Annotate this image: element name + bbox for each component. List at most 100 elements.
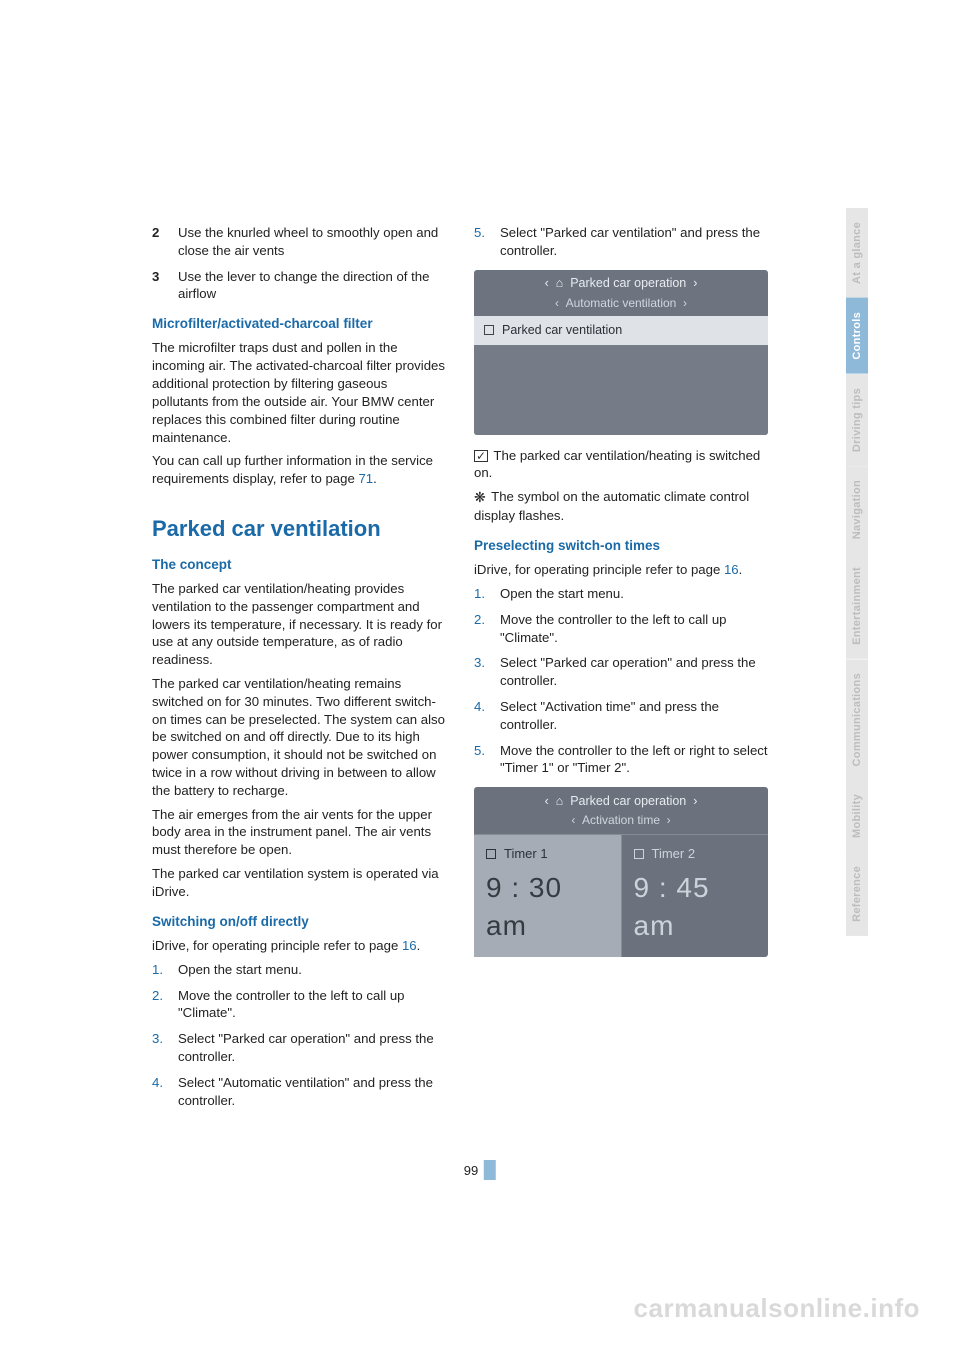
paragraph: The microfilter traps dust and pollen in… <box>152 339 446 446</box>
section-tab[interactable]: At a glance <box>846 208 868 298</box>
item-text: Move the controller to the left to call … <box>500 611 768 647</box>
item-text: Select "Automatic ventilation" and press… <box>178 1074 446 1110</box>
numbered-item: 3. Select "Parked car operation" and pre… <box>152 1030 446 1066</box>
fan-icon: ❋ <box>474 488 486 507</box>
idrive-title: ‹ ⌂ Parked car operation › <box>474 270 768 295</box>
item-number: 3. <box>152 1030 178 1066</box>
item-text: Move the controller to the left or right… <box>500 742 768 778</box>
page: { "page_number": "99", "watermark": "car… <box>0 0 960 1358</box>
page-marker-icon <box>484 1160 496 1180</box>
text: iDrive, for operating principle refer to… <box>152 938 402 953</box>
numbered-item: 5. Select "Parked car ventilation" and p… <box>474 224 768 260</box>
text: Parked car operation <box>570 276 686 290</box>
paragraph: The parked car ventilation/heating is sw… <box>474 447 768 483</box>
item-number: 2. <box>474 611 500 647</box>
paragraph: iDrive, for operating principle refer to… <box>474 561 768 579</box>
idrive-screenshot-ventilation: ‹ ⌂ Parked car operation › ‹ Automatic v… <box>474 270 768 435</box>
section-tabs: At a glanceControlsDriving tipsNavigatio… <box>846 208 870 936</box>
numbered-item: 3. Select "Parked car operation" and pre… <box>474 654 768 690</box>
text: Parked car ventilation <box>502 322 622 339</box>
text: Parked car operation <box>570 794 686 808</box>
paragraph: ❋ The symbol on the automatic climate co… <box>474 488 768 525</box>
idrive-empty-area <box>474 345 768 435</box>
item-number: 2. <box>152 987 178 1023</box>
checkmark-icon <box>474 450 488 462</box>
left-column: 2 Use the knurled wheel to smoothly open… <box>152 224 446 1117</box>
section-tab[interactable]: Communications <box>846 659 868 780</box>
numbered-item: 4. Select "Automatic ventilation" and pr… <box>152 1074 446 1110</box>
heading-microfilter: Microfilter/activated-charcoal filter <box>152 315 446 333</box>
text: . <box>417 938 421 953</box>
page-ref-link[interactable]: 71 <box>358 471 373 486</box>
numbered-item: 5. Move the controller to the left or ri… <box>474 742 768 778</box>
item-number: 4. <box>152 1074 178 1110</box>
item-text: Move the controller to the left to call … <box>178 987 446 1023</box>
idrive-title: ‹ ⌂ Parked car operation › <box>474 787 768 812</box>
timer-2-panel: Timer 2 9 : 45 am <box>622 835 769 956</box>
numbered-item: 2 Use the knurled wheel to smoothly open… <box>152 224 446 260</box>
text: iDrive, for operating principle refer to… <box>474 562 724 577</box>
timer-label: Timer 1 <box>486 845 609 863</box>
item-text: Use the lever to change the direction of… <box>178 268 446 304</box>
section-tab[interactable]: Navigation <box>846 466 868 553</box>
numbered-item: 1. Open the start menu. <box>474 585 768 603</box>
item-number: 5. <box>474 224 500 260</box>
section-tab[interactable]: Entertainment <box>846 553 868 659</box>
item-text: Select "Activation time" and press the c… <box>500 698 768 734</box>
watermark: carmanualsonline.info <box>634 1293 920 1324</box>
timer-1-panel: Timer 1 9 : 30 am <box>474 835 622 956</box>
item-text: Use the knurled wheel to smoothly open a… <box>178 224 446 260</box>
text: The parked car ventilation/heating is sw… <box>474 448 760 481</box>
page-ref-link[interactable]: 16 <box>724 562 739 577</box>
idrive-selected-row: Parked car ventilation <box>474 316 768 345</box>
item-number: 2 <box>152 224 178 260</box>
section-tab[interactable]: Mobility <box>846 780 868 852</box>
heading-concept: The concept <box>152 556 446 574</box>
text: Activation time <box>582 813 660 827</box>
page-number-wrap: 99 <box>464 1160 496 1180</box>
item-text: Open the start menu. <box>500 585 768 603</box>
item-text: Open the start menu. <box>178 961 446 979</box>
text: You can call up further information in t… <box>152 453 433 486</box>
text: Timer 2 <box>652 845 696 863</box>
page-ref-link[interactable]: 16 <box>402 938 417 953</box>
heading-switching: Switching on/off directly <box>152 913 446 931</box>
paragraph: The parked car ventilation/heating provi… <box>152 580 446 669</box>
section-tab[interactable]: Controls <box>846 298 868 374</box>
idrive-subtitle: ‹ Activation time › <box>474 812 768 834</box>
item-text: Select "Parked car ventilation" and pres… <box>500 224 768 260</box>
numbered-item: 2. Move the controller to the left to ca… <box>474 611 768 647</box>
section-tab[interactable]: Driving tips <box>846 374 868 466</box>
heading-preselecting: Preselecting switch-on times <box>474 537 768 555</box>
heading-parked-car-ventilation: Parked car ventilation <box>152 514 446 544</box>
numbered-item: 3 Use the lever to change the direction … <box>152 268 446 304</box>
checkbox-icon <box>634 849 644 859</box>
text: . <box>739 562 743 577</box>
item-number: 4. <box>474 698 500 734</box>
paragraph: You can call up further information in t… <box>152 452 446 488</box>
text: Timer 1 <box>504 845 548 863</box>
timer-columns: Timer 1 9 : 30 am Timer 2 9 : 45 am <box>474 834 768 956</box>
text: . <box>373 471 377 486</box>
item-number: 3 <box>152 268 178 304</box>
section-tab[interactable]: Reference <box>846 852 868 936</box>
checkbox-icon <box>484 325 494 335</box>
content-area: 2 Use the knurled wheel to smoothly open… <box>152 224 768 1117</box>
timer-time: 9 : 30 am <box>486 869 609 945</box>
item-number: 5. <box>474 742 500 778</box>
paragraph: The air emerges from the air vents for t… <box>152 806 446 859</box>
numbered-item: 4. Select "Activation time" and press th… <box>474 698 768 734</box>
timer-label: Timer 2 <box>634 845 757 863</box>
paragraph: The parked car ventilation/heating remai… <box>152 675 446 800</box>
numbered-item: 1. Open the start menu. <box>152 961 446 979</box>
item-number: 1. <box>474 585 500 603</box>
checkbox-icon <box>486 849 496 859</box>
item-text: Select "Parked car operation" and press … <box>500 654 768 690</box>
right-column: 5. Select "Parked car ventilation" and p… <box>474 224 768 1117</box>
item-number: 1. <box>152 961 178 979</box>
item-text: Select "Parked car operation" and press … <box>178 1030 446 1066</box>
numbered-item: 2. Move the controller to the left to ca… <box>152 987 446 1023</box>
idrive-screenshot-timers: ‹ ⌂ Parked car operation › ‹ Activation … <box>474 787 768 956</box>
text: Automatic ventilation <box>566 296 677 310</box>
page-number: 99 <box>464 1163 478 1178</box>
